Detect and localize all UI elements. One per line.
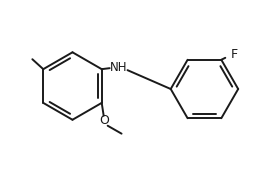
Text: NH: NH <box>110 61 127 74</box>
Text: F: F <box>231 48 238 61</box>
Text: O: O <box>99 114 109 127</box>
